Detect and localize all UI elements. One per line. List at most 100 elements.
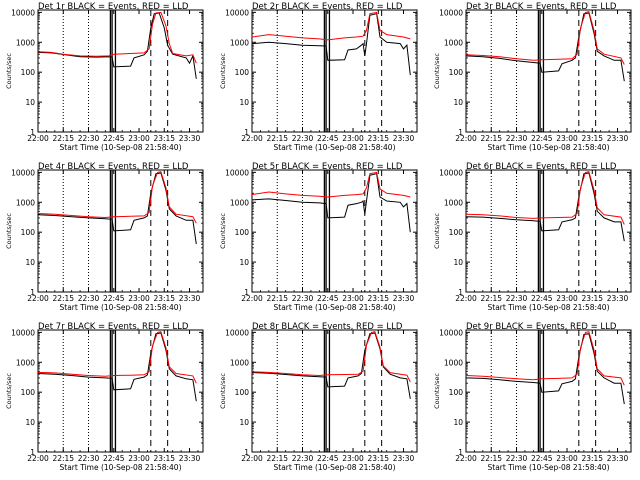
x-axis-label: Start Time (10-Sep-08 21:58:40) <box>274 303 396 312</box>
plot-frame <box>251 329 418 453</box>
panel-title: Det 3r BLACK = Events, RED = LLD <box>466 2 617 12</box>
x-tick-label: 23:30 <box>607 454 629 463</box>
y-tick-label: 10 <box>25 418 35 427</box>
y-tick-label: 100 <box>21 228 36 237</box>
y-tick-label: 1000 <box>16 198 35 207</box>
panel-3: Det 3r BLACK = Events, RED = LLD 1 10 100 10… <box>433 2 632 152</box>
x-tick-label: 23:15 <box>153 294 175 303</box>
x-tick-label: 23:00 <box>556 134 578 143</box>
x-tick-label: 23:30 <box>393 454 415 463</box>
x-tick-label: 22:30 <box>78 134 100 143</box>
panel-title: Det 2r BLACK = Events, RED = LLD <box>252 2 403 12</box>
y-tick-label: 100 <box>449 228 464 237</box>
plot-frame <box>465 329 632 453</box>
x-tick-label: 22:15 <box>480 294 502 303</box>
y-tick-label: 100 <box>21 388 36 397</box>
y-tick-label: 100 <box>449 68 464 77</box>
panel-title: Det 7r BLACK = Events, RED = LLD <box>38 322 189 332</box>
y-tick-label: 10000 <box>439 168 463 177</box>
x-tick-label: 22:45 <box>103 134 125 143</box>
plot-frame <box>37 9 204 133</box>
lld-series-line <box>251 331 411 383</box>
y-tick-label: 1000 <box>444 38 463 47</box>
x-tick-label: 22:45 <box>103 454 125 463</box>
y-tick-label: 100 <box>449 388 464 397</box>
panel-7: Det 7r BLACK = Events, RED = LLD 1 10 100 10… <box>5 322 204 472</box>
x-axis-label: Start Time (10-Sep-08 21:58:40) <box>60 303 182 312</box>
y-tick-label: 10000 <box>439 8 463 17</box>
y-tick-label: 10 <box>239 258 249 267</box>
x-tick-label: 22:15 <box>480 134 502 143</box>
x-tick-label: 23:15 <box>367 134 389 143</box>
y-axis-label: Counts/sec <box>5 213 13 249</box>
panel-2: Det 2r BLACK = Events, RED = LLD 1 10 100 10… <box>219 2 418 152</box>
events-series-line <box>37 332 197 402</box>
x-tick-label: 23:00 <box>128 134 150 143</box>
x-axis-label: Start Time (10-Sep-08 21:58:40) <box>60 143 182 152</box>
x-tick-label: 22:15 <box>52 294 74 303</box>
plot-frame <box>251 169 418 293</box>
y-tick-label: 10000 <box>11 168 35 177</box>
panel-title: Det 5r BLACK = Events, RED = LLD <box>252 162 403 172</box>
x-axis-label: Start Time (10-Sep-08 21:58:40) <box>60 463 182 472</box>
lld-series-line <box>465 11 625 65</box>
panel-title: Det 8r BLACK = Events, RED = LLD <box>252 322 403 332</box>
y-axis-label: Counts/sec <box>433 213 441 249</box>
x-tick-label: 23:00 <box>342 134 364 143</box>
x-tick-label: 22:30 <box>292 294 314 303</box>
y-tick-label: 1000 <box>444 198 463 207</box>
x-axis-label: Start Time (10-Sep-08 21:58:40) <box>488 463 610 472</box>
panel-title: Det 1r BLACK = Events, RED = LLD <box>38 2 189 12</box>
y-axis-label: Counts/sec <box>219 213 227 249</box>
x-tick-label: 23:15 <box>153 454 175 463</box>
y-tick-label: 1 <box>30 448 35 457</box>
x-tick-label: 22:30 <box>78 294 100 303</box>
x-tick-label: 23:15 <box>581 454 603 463</box>
x-tick-label: 23:30 <box>179 134 201 143</box>
y-tick-label: 10 <box>239 418 249 427</box>
x-tick-label: 22:30 <box>506 454 528 463</box>
x-tick-label: 22:15 <box>52 134 74 143</box>
x-tick-label: 23:30 <box>607 134 629 143</box>
x-tick-label: 22:00 <box>241 294 263 303</box>
x-axis-label: Start Time (10-Sep-08 21:58:40) <box>274 463 396 472</box>
x-tick-label: 22:30 <box>506 134 528 143</box>
panel-1: Det 1r BLACK = Events, RED = LLD 1 10 100 10… <box>5 2 204 152</box>
y-axis-label: Counts/sec <box>219 373 227 409</box>
x-tick-label: 22:00 <box>27 134 49 143</box>
events-series-line <box>251 332 411 399</box>
events-series-line <box>465 333 625 405</box>
y-tick-label: 10000 <box>225 8 249 17</box>
x-tick-label: 22:15 <box>52 454 74 463</box>
panel-title: Det 9r BLACK = Events, RED = LLD <box>466 322 617 332</box>
x-tick-label: 22:00 <box>455 134 477 143</box>
y-tick-label: 10000 <box>225 328 249 337</box>
y-tick-label: 1 <box>244 288 249 297</box>
panel-title: Det 4r BLACK = Events, RED = LLD <box>38 162 189 172</box>
x-tick-label: 23:30 <box>393 294 415 303</box>
events-series-line <box>465 12 625 82</box>
lld-series-line <box>465 171 625 225</box>
events-series-line <box>251 173 411 233</box>
x-tick-label: 23:30 <box>179 294 201 303</box>
y-axis-label: Counts/sec <box>219 53 227 89</box>
lld-series-line <box>37 11 197 64</box>
y-tick-label: 1 <box>458 448 463 457</box>
y-tick-label: 1000 <box>230 358 249 367</box>
x-tick-label: 23:30 <box>179 454 201 463</box>
y-tick-label: 10 <box>453 258 463 267</box>
y-tick-label: 100 <box>235 228 250 237</box>
panel-title: Det 6r BLACK = Events, RED = LLD <box>466 162 617 172</box>
x-tick-label: 23:00 <box>342 454 364 463</box>
x-tick-label: 22:45 <box>317 294 339 303</box>
x-tick-label: 22:15 <box>480 454 502 463</box>
x-tick-label: 23:15 <box>581 134 603 143</box>
x-tick-label: 22:00 <box>27 454 49 463</box>
x-tick-label: 23:00 <box>342 294 364 303</box>
x-tick-label: 22:45 <box>317 454 339 463</box>
x-tick-label: 22:30 <box>292 454 314 463</box>
plot-frame <box>251 9 418 133</box>
x-tick-label: 22:15 <box>266 134 288 143</box>
panel-8: Det 8r BLACK = Events, RED = LLD 1 10 100 10… <box>219 322 418 472</box>
x-tick-label: 22:45 <box>103 294 125 303</box>
